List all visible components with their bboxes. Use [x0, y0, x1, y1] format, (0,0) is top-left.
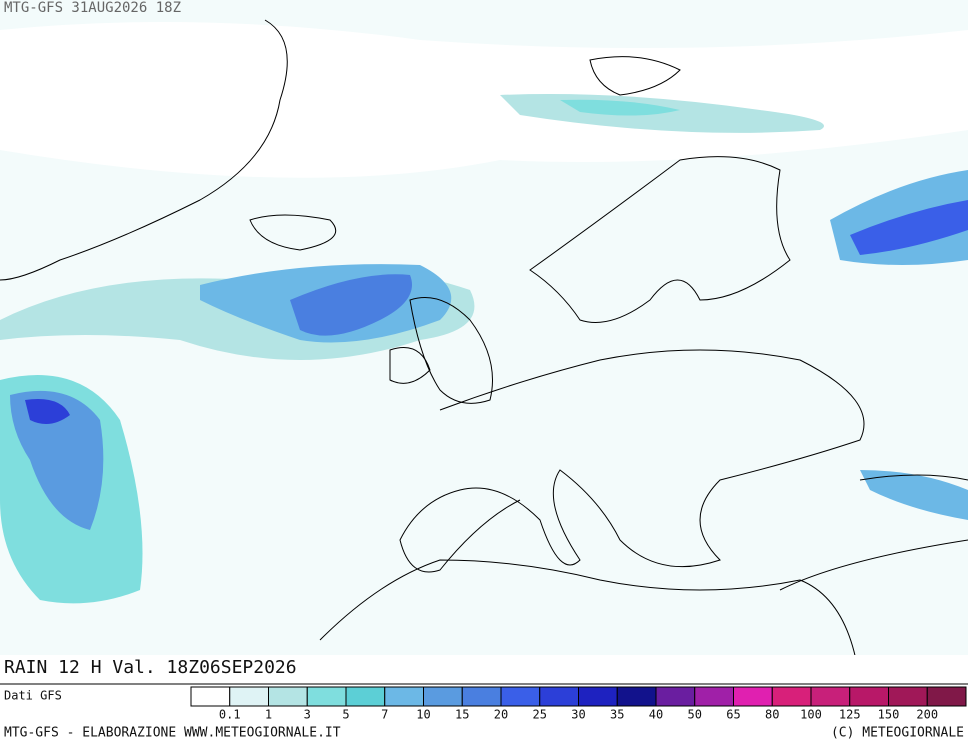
coastline [389, 347, 431, 384]
legend: 0.1 1 3 5 7 10 15 20 25 30 35 40 50 65 80 100 125 150 200 [190, 686, 967, 722]
legend-label: 0.1 [219, 708, 241, 722]
legend-swatch [926, 686, 967, 707]
legend-label: 1 [265, 708, 272, 722]
footer-right: (C) METEOGIORNALE [831, 726, 964, 741]
precip-area [860, 470, 968, 520]
coastline [319, 559, 861, 685]
legend-swatch [268, 686, 308, 707]
legend-label: 25 [533, 708, 547, 722]
source-label: Dati GFS [4, 689, 62, 703]
precip-area [0, 22, 968, 178]
legend-label: 20 [494, 708, 508, 722]
legend-swatch [539, 686, 579, 707]
coastline [409, 297, 493, 404]
legend-label: 150 [878, 708, 900, 722]
legend-swatch [578, 686, 618, 707]
legend-label: 50 [688, 708, 702, 722]
coastline [249, 214, 337, 251]
legend-swatch [810, 686, 851, 707]
footer-left: MTG-GFS - ELABORAZIONE WWW.METEOGIORNALE… [4, 726, 341, 741]
legend-label: 80 [765, 708, 779, 722]
legend-swatch [306, 686, 347, 707]
legend-label: 7 [381, 708, 388, 722]
legend-label: 15 [455, 708, 469, 722]
coastline [399, 349, 865, 573]
precip-area [10, 390, 104, 530]
coastline [529, 156, 791, 323]
legend-label: 30 [571, 708, 585, 722]
legend-swatch [694, 686, 734, 707]
legend-swatch [500, 686, 541, 707]
coastline [589, 56, 681, 96]
legend-label: 35 [610, 708, 624, 722]
legend-label: 3 [304, 708, 311, 722]
legend-swatch [655, 686, 696, 707]
legend-label: 5 [342, 708, 349, 722]
legend-swatch [771, 686, 812, 707]
precip-area [850, 200, 968, 255]
legend-label: 40 [649, 708, 663, 722]
coastline [0, 19, 288, 281]
run-label: MTG-GFS 31AUG2026 18Z [4, 0, 181, 16]
legend-label: 65 [726, 708, 740, 722]
map: MTG-GFS 31AUG2026 18Z [0, 0, 968, 685]
precip-area [290, 274, 412, 336]
precip-area [560, 99, 680, 116]
legend-swatch [384, 686, 424, 707]
legend-swatch [888, 686, 928, 707]
legend-swatch [345, 686, 386, 707]
legend-swatch [616, 686, 657, 707]
legend-swatch [849, 686, 889, 707]
legend-swatch [461, 686, 502, 707]
legend-swatch [229, 686, 269, 707]
legend-label: 10 [416, 708, 430, 722]
legend-label: 200 [916, 708, 938, 722]
legend-swatch [190, 686, 231, 707]
legend-label: 125 [839, 708, 861, 722]
legend-label: 100 [800, 708, 822, 722]
precip-area [25, 399, 70, 424]
legend-swatch [423, 686, 463, 707]
caption: RAIN 12 H Val. 18Z06SEP2026 [4, 657, 297, 678]
legend-swatch [733, 686, 773, 707]
coastline [779, 474, 968, 591]
